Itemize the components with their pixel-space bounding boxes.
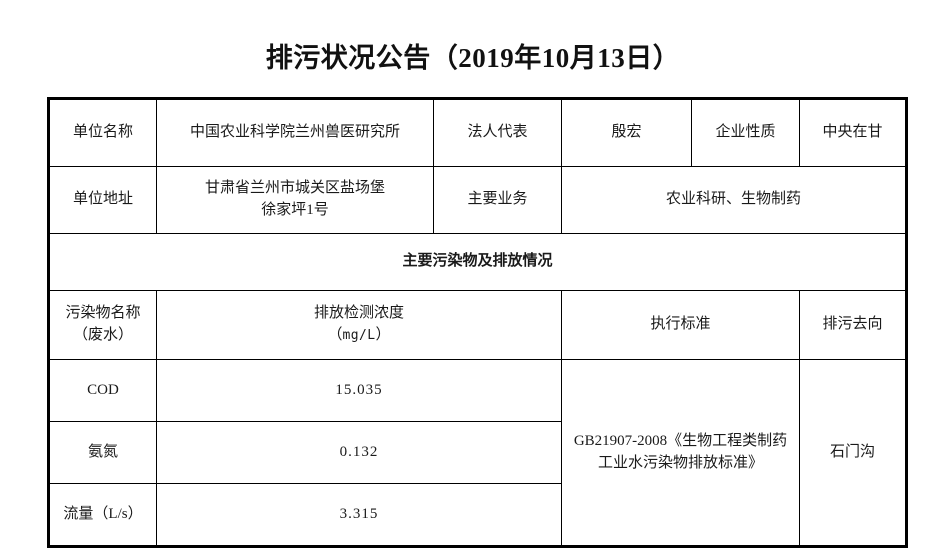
pollutant-name-2: 流量（L/s）	[48, 483, 157, 547]
company-name-value: 中国农业科学院兰州兽医研究所	[156, 98, 434, 167]
pollutant-name-0: COD	[48, 359, 157, 422]
destination-header: 排污去向	[799, 290, 907, 360]
enterprise-nature-value: 中央在甘	[799, 98, 907, 167]
concentration-header-line-1: 排放检测浓度	[313, 305, 404, 322]
pollutant-name-header: 污染物名称 （废水）	[48, 290, 157, 360]
table-row-company-name: 单位名称 中国农业科学院兰州兽医研究所 法人代表 殷宏 企业性质 中央在甘	[48, 98, 907, 167]
company-name-label: 单位名称	[48, 98, 157, 167]
legal-rep-label: 法人代表	[433, 98, 562, 167]
table-row: COD 15.035 GB21907-2008《生物工程类制药 工业水污染物排放…	[48, 359, 907, 547]
address-value: 甘肃省兰州市城关区盐场堡 徐家坪1号	[156, 166, 434, 234]
page-title: 排污状况公告（2019年10月13日）	[265, 43, 681, 73]
standard-value: GB21907-2008《生物工程类制药 工业水污染物排放标准》	[561, 359, 800, 547]
unit-text: mg/L	[342, 328, 376, 343]
table-row-pollutant-headers: 污染物名称 （废水） 排放检测浓度 （mg/L） 执行标准 排污去向	[48, 290, 907, 360]
destination-value: 石门沟	[799, 359, 907, 547]
concentration-header: 排放检测浓度 （mg/L）	[156, 290, 562, 360]
section-banner: 主要污染物及排放情况	[48, 233, 907, 291]
table-row: 氨氮 0.132	[48, 421, 907, 484]
pollutant-name-1: 氨氮	[48, 421, 157, 484]
address-line-1: 甘肃省兰州市城关区盐场堡	[204, 180, 385, 197]
business-label: 主要业务	[433, 166, 562, 234]
enterprise-nature-label: 企业性质	[691, 98, 800, 167]
legal-rep-value: 殷宏	[561, 98, 692, 167]
unit-paren-open: （	[327, 327, 343, 343]
pollutant-value-2: 3.315	[156, 483, 562, 547]
pollutant-value-0: 15.035	[156, 359, 562, 422]
standard-line-2: 工业水污染物排放标准》	[597, 454, 763, 471]
standard-line-1: GB21907-2008《生物工程类制药	[573, 432, 788, 449]
address-line-2: 徐家坪1号	[261, 202, 329, 218]
table-row-address: 单位地址 甘肃省兰州市城关区盐场堡 徐家坪1号 主要业务 农业科研、生物制药	[48, 166, 907, 234]
concentration-unit: （mg/L）	[162, 325, 556, 347]
business-value: 农业科研、生物制药	[561, 166, 907, 234]
announcement-table-wrap: 单位名称 中国农业科学院兰州兽医研究所 法人代表 殷宏 企业性质 中央在甘 单位…	[47, 97, 908, 548]
address-label: 单位地址	[48, 166, 157, 234]
unit-paren-close: ）	[375, 327, 391, 343]
pollutant-value-1: 0.132	[156, 421, 562, 484]
pollutant-name-header-line-2: （废水）	[72, 327, 133, 343]
pollutant-name-header-line-1: 污染物名称	[65, 305, 141, 322]
standard-header: 执行标准	[561, 290, 800, 360]
table-row-banner: 主要污染物及排放情况	[48, 233, 907, 291]
announcement-table: 单位名称 中国农业科学院兰州兽医研究所 法人代表 殷宏 企业性质 中央在甘 单位…	[47, 97, 908, 548]
announcement-page: 排污状况公告（2019年10月13日） 单位名称 中国农业科学院兰州兽医研究所 …	[47, 43, 908, 548]
